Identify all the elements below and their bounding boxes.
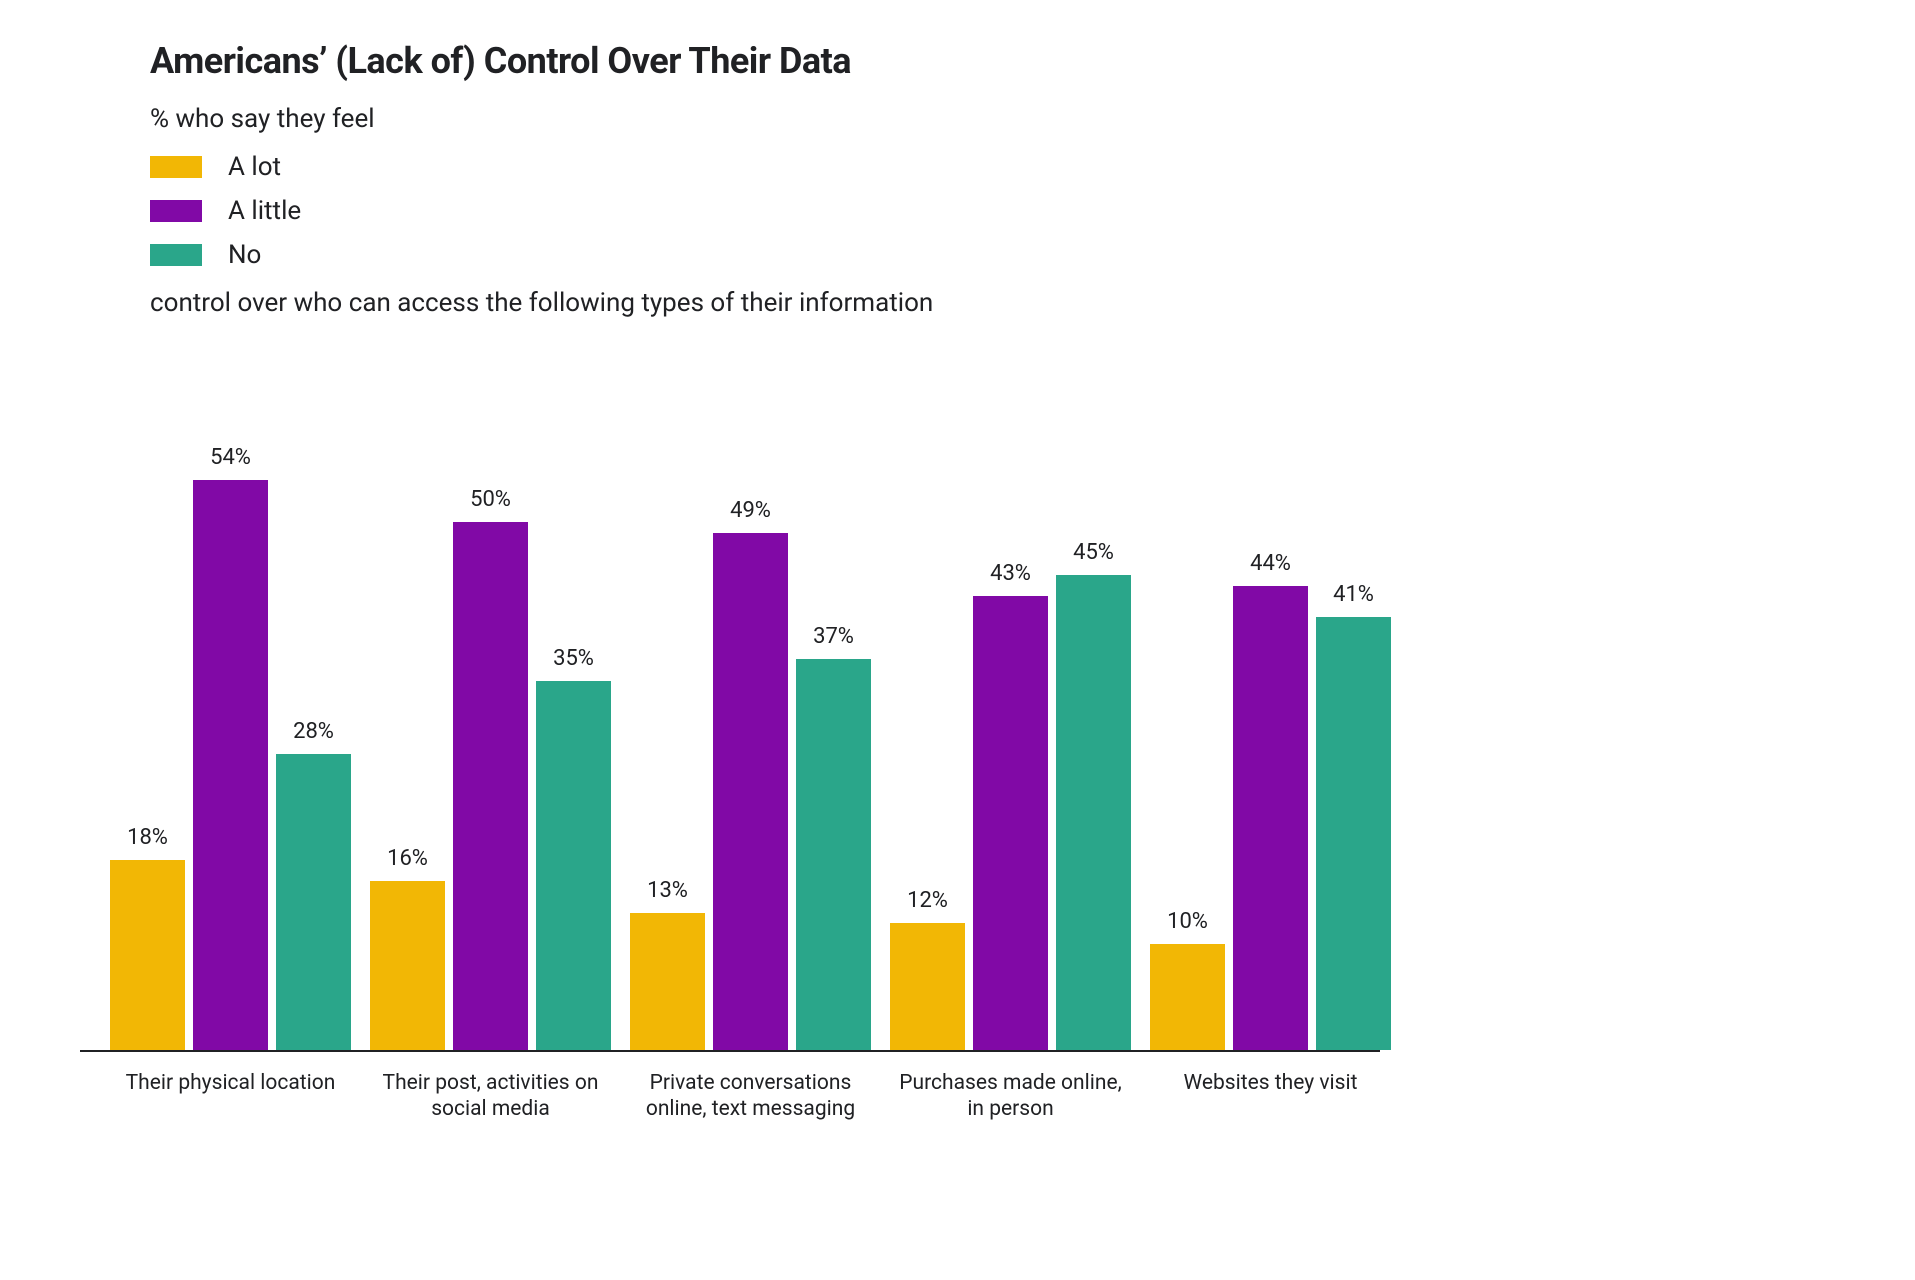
chart-legend: A lot A little No — [150, 152, 1550, 270]
bar — [890, 923, 965, 1050]
legend-swatch — [150, 156, 202, 178]
legend-swatch — [150, 244, 202, 266]
legend-label: No — [228, 240, 261, 270]
category-label: Websites they visit — [1143, 1070, 1398, 1096]
legend-item: A lot — [150, 152, 1550, 182]
chart-subtitle-top: % who say they feel — [150, 104, 1550, 134]
category-label: Private conversationsonline, text messag… — [623, 1070, 878, 1123]
x-axis — [80, 1050, 1380, 1052]
bar-value-label: 49% — [730, 498, 771, 523]
legend-label: A lot — [228, 152, 281, 182]
bar-value-label: 41% — [1333, 582, 1374, 607]
bar-value-label: 37% — [813, 624, 854, 649]
bar-value-label: 50% — [470, 487, 511, 512]
bar-value-label: 44% — [1250, 551, 1291, 576]
bar-value-label: 13% — [647, 878, 688, 903]
category-label: Their post, activities onsocial media — [363, 1070, 618, 1123]
bar — [630, 913, 705, 1050]
bar-value-label: 16% — [387, 846, 428, 871]
bar-value-label: 54% — [210, 445, 251, 470]
category-label: Their physical location — [103, 1070, 358, 1096]
chart-subtitle-bottom: control over who can access the followin… — [150, 288, 1550, 318]
legend-item: No — [150, 240, 1550, 270]
bar — [1056, 575, 1131, 1050]
bar — [1316, 617, 1391, 1050]
chart-title: Americans’ (Lack of) Control Over Their … — [150, 40, 1550, 82]
category-label: Purchases made online,in person — [883, 1070, 1138, 1123]
bar — [276, 754, 351, 1050]
legend-label: A little — [228, 196, 301, 226]
bar-value-label: 43% — [990, 561, 1031, 586]
chart-header: Americans’ (Lack of) Control Over Their … — [150, 40, 1550, 318]
bar — [110, 860, 185, 1050]
bar — [1233, 586, 1308, 1050]
legend-swatch — [150, 200, 202, 222]
bar — [796, 659, 871, 1050]
bar-value-label: 45% — [1073, 540, 1114, 565]
chart-canvas: { "layout": { "canvas_width": 1915, "can… — [0, 0, 1915, 1280]
bar — [453, 522, 528, 1050]
bar — [193, 480, 268, 1050]
bar-value-label: 10% — [1167, 909, 1208, 934]
bar-value-label: 18% — [127, 825, 168, 850]
bar — [1150, 944, 1225, 1050]
bar-value-label: 12% — [907, 888, 948, 913]
bar — [536, 681, 611, 1050]
bar-value-label: 28% — [293, 719, 334, 744]
bar-value-label: 35% — [553, 646, 594, 671]
bar — [973, 596, 1048, 1050]
chart-plot-area: 18%54%28%Their physical location16%50%35… — [80, 480, 1380, 1050]
bar — [370, 881, 445, 1050]
bar — [713, 533, 788, 1050]
legend-item: A little — [150, 196, 1550, 226]
